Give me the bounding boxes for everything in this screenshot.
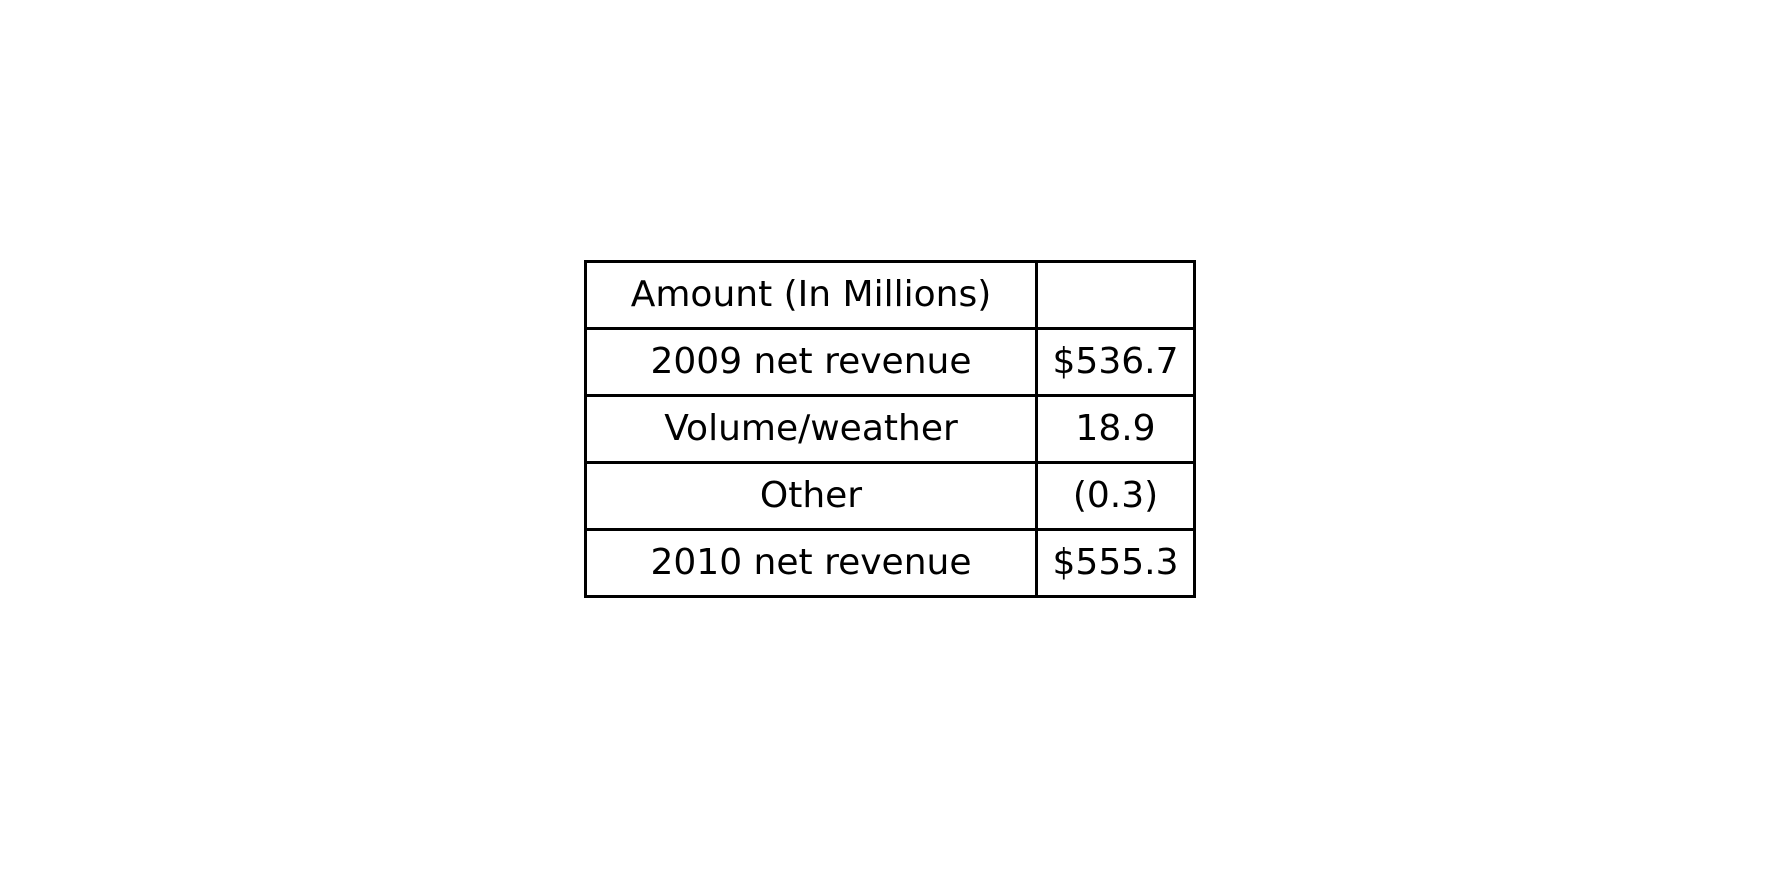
row-value-cell: $555.3 (1035, 528, 1196, 598)
row-label-cell: Other (584, 461, 1038, 531)
table-row: Volume/weather 18.9 (584, 394, 1196, 464)
row-label-cell: 2010 net revenue (584, 528, 1038, 598)
row-value-cell: 18.9 (1035, 394, 1196, 464)
header-label-cell: Amount (In Millions) (584, 260, 1038, 330)
table-row: 2009 net revenue $536.7 (584, 327, 1196, 397)
header-value-cell (1035, 260, 1196, 330)
row-label-cell: 2009 net revenue (584, 327, 1038, 397)
table-header-row: Amount (In Millions) (584, 260, 1196, 330)
table-row: Other (0.3) (584, 461, 1196, 531)
table-row: 2010 net revenue $555.3 (584, 528, 1196, 598)
row-value-cell: (0.3) (1035, 461, 1196, 531)
row-label-cell: Volume/weather (584, 394, 1038, 464)
revenue-table-container: Amount (In Millions) 2009 net revenue $5… (584, 260, 1196, 598)
revenue-table: Amount (In Millions) 2009 net revenue $5… (584, 260, 1196, 598)
row-value-cell: $536.7 (1035, 327, 1196, 397)
